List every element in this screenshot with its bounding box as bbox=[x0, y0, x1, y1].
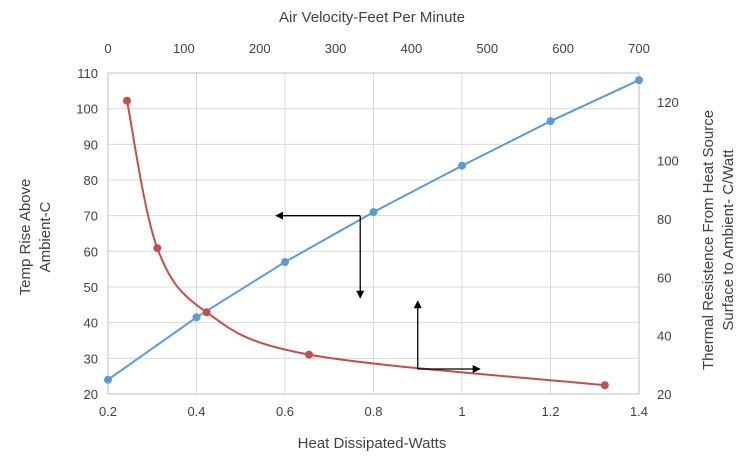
series-1-point bbox=[635, 76, 643, 85]
x-bottom-tick-label: 0.2 bbox=[99, 404, 117, 419]
y-left-tick-label: 40 bbox=[84, 316, 98, 331]
y-right-tick-label: 20 bbox=[657, 387, 671, 402]
y-right-tick-label: 100 bbox=[657, 154, 679, 169]
series-1-point bbox=[104, 375, 112, 384]
x-bottom-tick-label: 1 bbox=[458, 404, 465, 419]
x-top-tick-label: 0 bbox=[104, 41, 111, 56]
y-left-tick-label: 60 bbox=[84, 244, 98, 259]
y-left-tick-label: 110 bbox=[77, 66, 98, 81]
y-left-tick-label: 100 bbox=[76, 102, 98, 117]
x-top-tick-label: 200 bbox=[249, 41, 271, 56]
x-axis-title-top: Air Velocity-Feet Per Minute bbox=[279, 9, 465, 26]
x-top-tick-label: 700 bbox=[628, 41, 650, 56]
x-top-tick-label: 300 bbox=[325, 41, 347, 56]
y-right-tick-label: 40 bbox=[657, 329, 671, 344]
y-left-tick-label: 90 bbox=[84, 137, 98, 152]
series-layer bbox=[104, 76, 643, 390]
y-axis-title-left-line2: Ambient-C bbox=[37, 201, 54, 272]
plot-area-border bbox=[107, 72, 640, 395]
x-bottom-tick-label: 1.2 bbox=[541, 404, 559, 419]
x-top-tick-label: 500 bbox=[476, 41, 498, 56]
y-left-tick-label: 30 bbox=[84, 351, 98, 366]
y-axis-title-left-line1: Temp Rise Above bbox=[17, 179, 34, 296]
tick-labels: 0.2 0.4 0.6 0.8 1 1.2 1.4 0 100 200 300 400 500 600 70… bbox=[76, 41, 678, 419]
y-left-tick-label: 50 bbox=[84, 280, 98, 295]
y-left-tick-label: 70 bbox=[84, 209, 98, 224]
series-1-point bbox=[192, 313, 201, 322]
series-1-point bbox=[369, 208, 378, 217]
x-top-tick-label: 100 bbox=[173, 41, 195, 56]
series-1-point bbox=[458, 161, 466, 170]
series-2-point bbox=[202, 308, 211, 317]
x-bottom-tick-label: 1.4 bbox=[630, 404, 648, 419]
x-bottom-tick-label: 0.6 bbox=[276, 404, 294, 419]
y-left-tick-label: 80 bbox=[84, 173, 98, 188]
gridlines bbox=[107, 72, 640, 395]
x-top-tick-label: 600 bbox=[552, 41, 574, 56]
y-left-tick-label: 20 bbox=[84, 387, 98, 402]
series-1-point bbox=[546, 117, 555, 126]
y-right-tick-label: 60 bbox=[657, 270, 671, 285]
series-2-point bbox=[305, 350, 314, 359]
x-bottom-tick-label: 0.4 bbox=[187, 404, 205, 419]
x-top-tick-label: 400 bbox=[401, 41, 423, 56]
y-right-tick-label: 120 bbox=[657, 95, 679, 110]
annotation-arrows bbox=[275, 211, 481, 374]
y-right-tick-label: 80 bbox=[657, 212, 671, 227]
y-axis-title-right-line2: Surface to Ambient- C/Watt bbox=[720, 149, 737, 331]
series-line-2 bbox=[126, 100, 606, 387]
series-1-point bbox=[281, 258, 289, 267]
plot-frame bbox=[107, 72, 640, 395]
x-axis-title-bottom: Heat Dissipated-Watts bbox=[298, 435, 447, 452]
series-2-point bbox=[600, 381, 609, 390]
y-axis-title-right-line1: Thermal Resistence From Heat Source bbox=[700, 110, 717, 370]
series-2-point bbox=[122, 96, 131, 105]
x-bottom-tick-label: 0.8 bbox=[364, 404, 382, 419]
series-2-point bbox=[153, 244, 162, 253]
